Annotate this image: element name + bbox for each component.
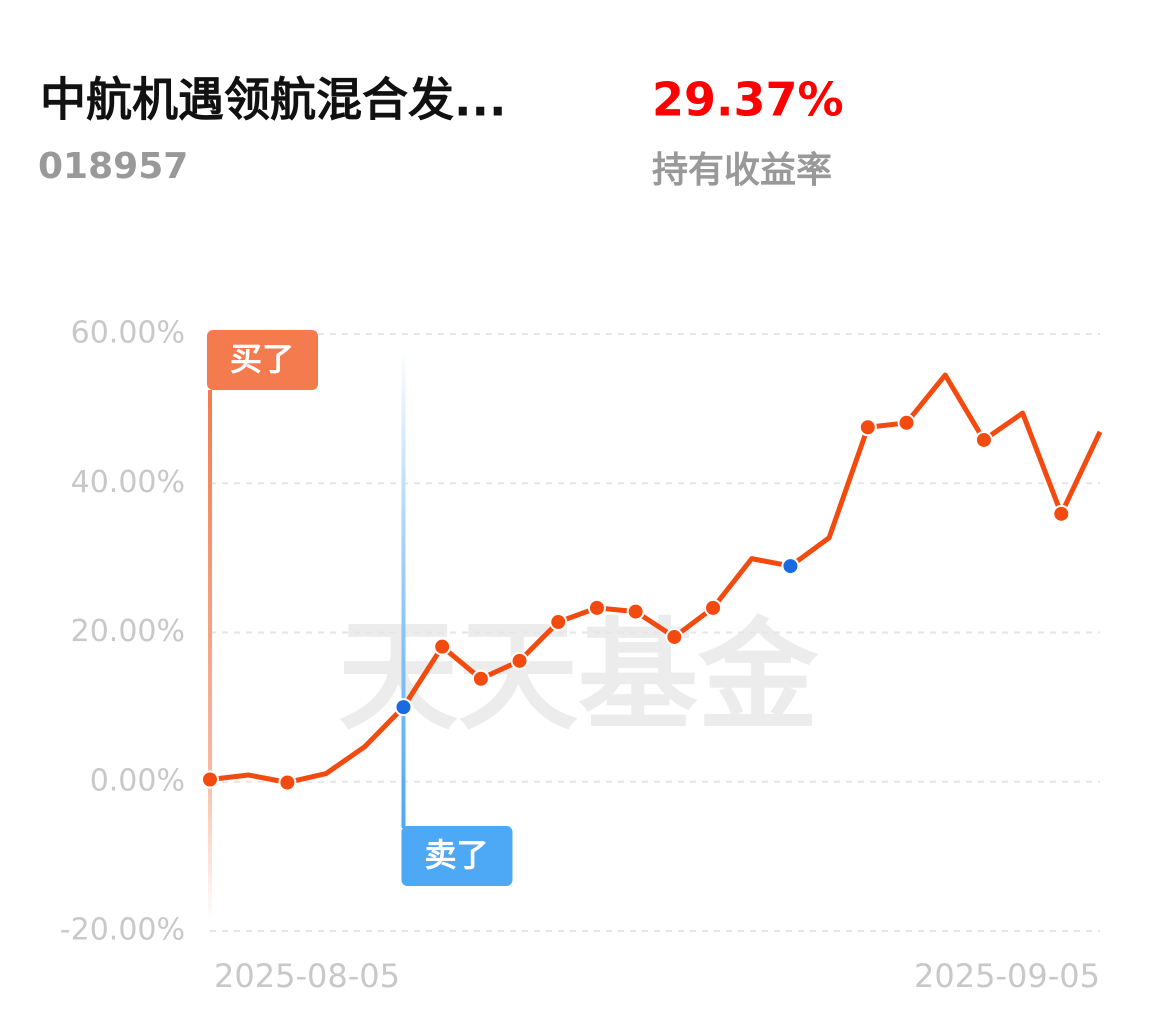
point — [587, 598, 606, 617]
point — [704, 598, 723, 617]
annotation-line — [401, 347, 406, 828]
point — [897, 413, 916, 432]
y-tick-label: 60.00% — [71, 316, 185, 351]
fund-code: 018957 — [38, 146, 188, 187]
point — [201, 770, 219, 789]
point — [858, 418, 877, 437]
annotation-box — [401, 826, 513, 886]
point — [510, 651, 529, 670]
annotation-text: 买了 — [230, 340, 294, 378]
y-tick-label: 0.00% — [90, 763, 185, 798]
annotation-text: 卖了 — [424, 836, 488, 874]
point — [665, 627, 684, 646]
point — [626, 602, 645, 621]
y-tick-label: -20.00% — [60, 913, 185, 948]
point — [781, 557, 800, 576]
point — [471, 669, 490, 688]
x-tick-label: 2025-09-05 — [914, 957, 1100, 995]
point — [394, 698, 413, 717]
y-tick-label: 20.00% — [71, 614, 185, 649]
point — [549, 613, 568, 632]
line — [209, 372, 1103, 785]
return-value: 29.37% — [652, 73, 844, 127]
point — [278, 773, 297, 792]
return-label: 持有收益率 — [652, 150, 832, 191]
annotation-box — [207, 330, 318, 390]
y-tick-label: 40.00% — [71, 465, 185, 500]
annotation-line — [208, 390, 212, 922]
point — [433, 637, 452, 656]
point — [1052, 504, 1071, 523]
point — [974, 430, 993, 449]
x-tick-label: 2025-08-05 — [214, 957, 400, 995]
fund-title: 中航机遇领航混合发... — [40, 73, 506, 127]
watermark: 天天基金 — [338, 608, 819, 747]
